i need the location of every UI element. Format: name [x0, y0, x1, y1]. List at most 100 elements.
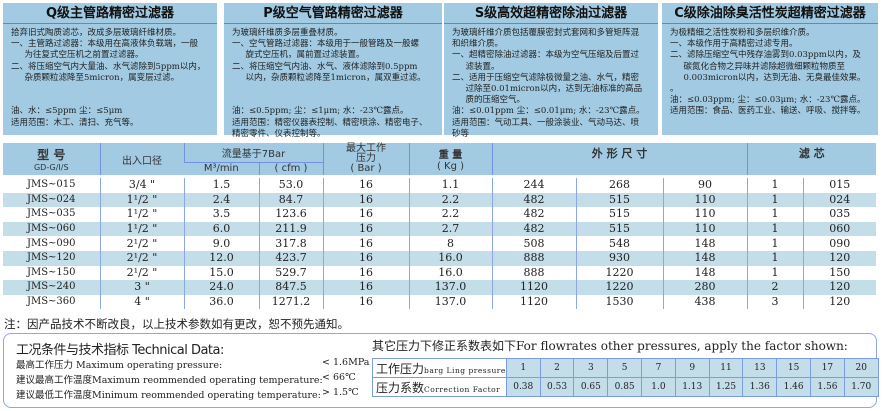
- table-cell: 438: [662, 294, 747, 310]
- table-cell: 137.0: [408, 280, 492, 295]
- table-cell: 1271.2: [258, 294, 323, 310]
- table-cell: 268: [575, 178, 663, 193]
- table-row: JMS~150 2¹/2 " 15.0 529.7 16 16.0 888 1220 148 1 1…: [3, 265, 876, 281]
- pressure-cell: 5: [607, 358, 643, 378]
- table-cell: 16: [322, 265, 409, 281]
- table-cell: 2.2: [408, 207, 492, 222]
- panel-s-grade: S级高效超精密除油过滤器 为玻璃纤维介质包括覆膜密封式套网和多管矩阵混 和织维介质…: [444, 3, 658, 139]
- panel-body: 拾弃旧式陶质滤芯，改成多层玻璃纤维材质。 一、主管路过滤器：本级用在高液体负载端…: [11, 28, 206, 128]
- table-cell: 16: [322, 280, 409, 295]
- table-cell: 1120: [491, 280, 576, 295]
- table-cell: 148: [662, 265, 747, 281]
- table-cell: 90: [662, 178, 747, 193]
- table-cell: 280: [662, 280, 747, 295]
- table-cell: 110: [662, 192, 747, 208]
- table-cell: JMS~035: [26, 208, 76, 220]
- table-cell: 16: [322, 294, 409, 310]
- table-cell: 9.0: [183, 236, 259, 251]
- technical-data-box: 工况条件与技术指标 Technical Data: 最高工作压力 Maximum…: [3, 333, 877, 408]
- tech-value: < 66℃: [322, 372, 356, 383]
- table-cell: 16: [322, 207, 409, 222]
- header-pressure: 最大工作 压力( Bar ): [322, 143, 409, 175]
- table-cell: 4 ": [99, 294, 184, 310]
- table-cell: 482: [491, 207, 576, 222]
- factor-cell: 0.53: [539, 377, 575, 397]
- table-cell: 888: [491, 265, 576, 281]
- table-cell: 6.0: [183, 221, 259, 237]
- table-cell: 024: [802, 192, 876, 208]
- header-port: 出入口径: [99, 143, 184, 175]
- factor-cell: 1.0: [641, 377, 676, 397]
- panel-title: P级空气管路精密过滤器: [224, 3, 442, 24]
- table-cell: 1: [746, 250, 803, 266]
- table-cell: 1: [746, 207, 803, 222]
- table-cell: 15.0: [183, 265, 259, 281]
- table-cell: 110: [662, 221, 747, 237]
- table-cell: 090: [802, 236, 876, 251]
- table-cell: JMS~060: [3, 221, 100, 237]
- pressure-cell: 1: [505, 358, 541, 378]
- table-cell: 2.2: [408, 192, 492, 208]
- factor-cell: 0.65: [573, 377, 609, 397]
- table-row: JMS~060 1¹/2 " 6.0 211.9 16 2.7 482 515 110 1 060: [3, 221, 876, 237]
- table-cell: 888: [491, 250, 576, 266]
- table-cell: 16.0: [408, 265, 492, 281]
- pressure-row-label: 工作压力barg Ling pressure: [372, 358, 507, 378]
- table-cell: 148: [662, 236, 747, 251]
- pressure-cell: 7: [641, 358, 676, 378]
- table-cell: 84.7: [258, 192, 323, 208]
- table-cell: 110: [662, 207, 747, 222]
- table-cell: 515: [575, 192, 663, 208]
- table-row: JMS~360 4 " 36.0 1271.2 16 137.0 1120 1530 438 3 1…: [3, 294, 876, 310]
- table-cell: 1.5: [183, 178, 259, 193]
- table-cell: 3.5: [183, 207, 259, 222]
- table-cell: 1¹/2 ": [99, 221, 184, 237]
- table-cell: 1: [746, 236, 803, 251]
- tech-title: 工况条件与技术指标 Technical Data:: [16, 343, 224, 358]
- tech-value: > 1.5℃: [322, 387, 359, 398]
- table-cell: 529.7: [258, 265, 323, 281]
- table-cell: JMS~120: [3, 250, 100, 266]
- table-cell: 148: [662, 250, 747, 266]
- table-row: JMS~240 3 " 24.0 847.5 16 137.0 1120 1220 280 2 12…: [3, 280, 876, 295]
- table-cell: 137.0: [408, 294, 492, 310]
- table-cell: 2¹/2 ": [99, 236, 184, 251]
- table-cell: 24.0: [183, 280, 259, 295]
- header-flow-cfm: ( cfm ): [258, 162, 323, 175]
- pressure-cell: 15: [776, 358, 812, 378]
- header-element: 滤 芯: [746, 143, 876, 162]
- table-cell: 1: [746, 265, 803, 281]
- tech-label: 最高工作压力 Maximum operating pressure:: [16, 360, 223, 371]
- table-cell: 1: [746, 221, 803, 237]
- table-cell: JMS~090: [26, 237, 76, 249]
- table-cell: 16: [322, 250, 409, 266]
- tech-value: < 1.6MPa: [322, 357, 370, 368]
- table-cell: JMS~150: [26, 266, 76, 278]
- table-cell: 548: [575, 236, 663, 251]
- header-flow-m3: M³/min: [184, 162, 259, 175]
- pressure-cell: 11: [708, 358, 744, 378]
- factor-table: 工作压力barg Ling pressure 1 2 3 5 7 9 11 13 15 17 20 压…: [372, 358, 879, 397]
- pressure-cell: 20: [843, 358, 879, 378]
- table-cell: 060: [802, 221, 876, 237]
- table-row: JMS~015 3/4 " 1.5 53.0 16 1.1 244 268 90 1 015: [3, 178, 876, 193]
- factor-cell: 1.36: [742, 377, 778, 397]
- table-cell: 482: [491, 221, 576, 237]
- spec-table: 型 号 GD-G/I/S 出入口径 流量基于7Bar 最大工作 压力( Bar )…: [3, 143, 876, 310]
- factor-cell: 1.70: [843, 377, 879, 397]
- table-cell: 8: [408, 236, 492, 251]
- factor-cell: 1.25: [708, 377, 744, 397]
- panel-title: Q级主管路精密过滤器: [3, 3, 217, 24]
- disclaimer-note: 注：因产品技术不断改良，以上技术参数如有更改，恕不预先通知。: [4, 317, 349, 331]
- table-cell: 847.5: [258, 280, 323, 295]
- table-cell: 120: [802, 250, 876, 266]
- table-cell: 16: [322, 178, 409, 193]
- table-row: JMS~024 1¹/2 " 2.4 84.7 16 2.2 482 515 110 1 024: [3, 192, 876, 208]
- table-cell: 120: [802, 294, 876, 310]
- table-cell: 150: [802, 265, 876, 281]
- header-flow: 流量基于7Bar: [183, 143, 323, 163]
- panel-c-grade: C级除油除臭活性炭超精密过滤器 为极精细之活性炭粉和多层织维介质。 一、本级作用于…: [662, 3, 878, 135]
- table-row: JMS~035 1¹/2 " 3.5 123.6 16 2.2 482 515 110 1 035: [3, 207, 876, 222]
- table-cell: 2¹/2 ": [99, 250, 184, 266]
- table-cell: 1: [746, 192, 803, 208]
